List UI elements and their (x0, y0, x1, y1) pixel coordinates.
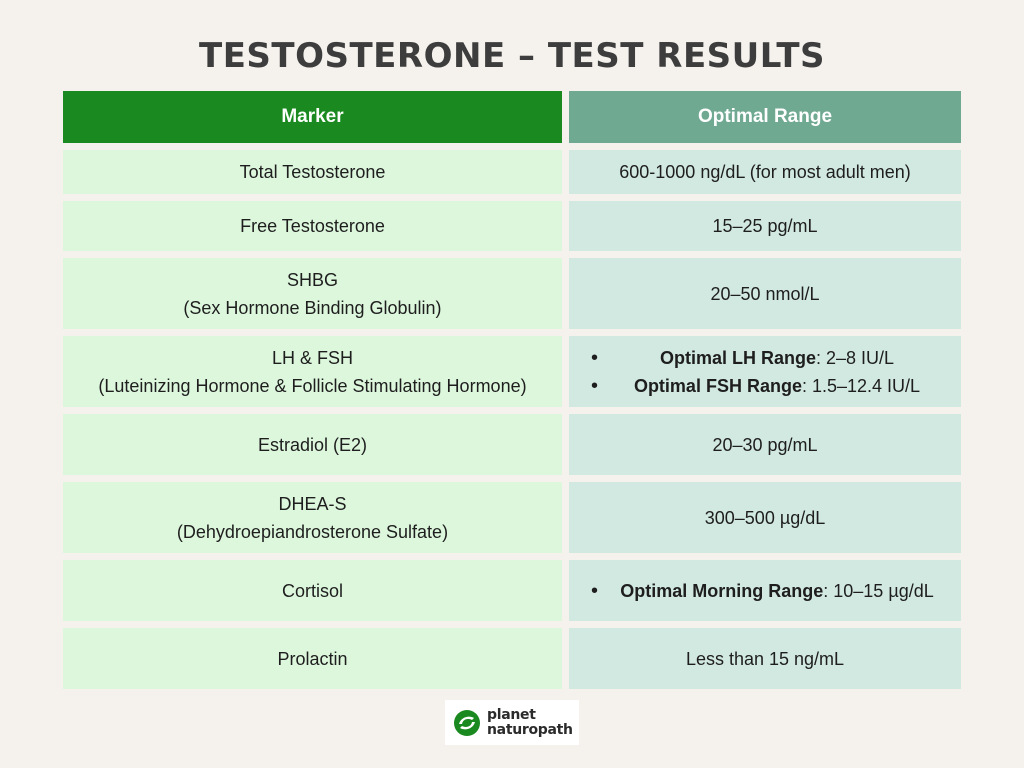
logo-line-2: naturopath (487, 721, 573, 738)
marker-cell: LH & FSH (Luteinizing Hormone & Follicle… (63, 336, 562, 407)
range-cell: Optimal LH Range: 2–8 IU/L Optimal FSH R… (569, 336, 961, 407)
marker-cell: Total Testosterone (63, 150, 562, 194)
range-bullet-list: Optimal Morning Range: 10–15 µg/dL (569, 577, 961, 605)
marker-cell: Estradiol (E2) (63, 414, 562, 475)
range-value: 15–25 pg/mL (712, 216, 818, 236)
range-cell: 300–500 µg/dL (569, 482, 961, 553)
range-value: 20–50 nmol/L (710, 283, 820, 304)
range-cell: 20–30 pg/mL (569, 414, 961, 475)
marker-cell: Cortisol (63, 560, 562, 621)
range-bullet-label: Optimal Morning Range (620, 580, 824, 601)
range-value: Less than 15 ng/mL (685, 648, 845, 669)
marker-name: Estradiol (E2) (257, 434, 368, 455)
marker-cell: Free Testosterone (63, 201, 562, 251)
range-cell: Less than 15 ng/mL (569, 628, 961, 689)
marker-name: LH & FSH (271, 347, 354, 368)
table-row: DHEA-S (Dehydroepiandrosterone Sulfate) … (63, 482, 961, 553)
header-optimal-range: Optimal Range (569, 91, 961, 143)
table-row: SHBG (Sex Hormone Binding Globulin) 20–5… (63, 258, 961, 329)
range-cell: 600-1000 ng/dL (for most adult men) (569, 150, 961, 194)
header-marker: Marker (63, 91, 562, 143)
table-row: Free Testosterone 15–25 pg/mL (63, 201, 961, 251)
range-cell: 20–50 nmol/L (569, 258, 961, 329)
range-bullet-label: Optimal LH Range (659, 347, 816, 368)
range-bullet-label: Optimal FSH Range (633, 375, 802, 396)
marker-fullname: (Dehydroepiandrosterone Sulfate) (176, 521, 449, 542)
range-bullet-list: Optimal LH Range: 2–8 IU/L Optimal FSH R… (569, 344, 961, 400)
table-header-row: Marker Optimal Range (63, 91, 961, 143)
marker-cell: DHEA-S (Dehydroepiandrosterone Sulfate) (63, 482, 562, 553)
planet-naturopath-logo: planet naturopath (445, 700, 579, 745)
page-title: TESTOSTERONE – TEST RESULTS (199, 36, 825, 76)
marker-name: Free Testosterone (240, 216, 385, 236)
marker-fullname: (Sex Hormone Binding Globulin) (183, 297, 442, 318)
marker-name: SHBG (286, 269, 338, 290)
range-cell: Optimal Morning Range: 10–15 µg/dL (569, 560, 961, 621)
range-bullet-value: : 10–15 µg/dL (823, 580, 934, 601)
range-bullet: Optimal LH Range: 2–8 IU/L (569, 344, 961, 372)
table-row: Total Testosterone 600-1000 ng/dL (for m… (63, 150, 961, 194)
marker-name: Total Testosterone (239, 162, 386, 182)
marker-fullname: (Luteinizing Hormone & Follicle Stimulat… (98, 375, 527, 396)
range-bullet-value: : 2–8 IU/L (815, 347, 895, 368)
table-row: LH & FSH (Luteinizing Hormone & Follicle… (63, 336, 961, 407)
marker-cell: SHBG (Sex Hormone Binding Globulin) (63, 258, 562, 329)
range-value: 20–30 pg/mL (712, 434, 818, 455)
marker-cell: Prolactin (63, 628, 562, 689)
marker-name: DHEA-S (278, 493, 347, 514)
range-value: 300–500 µg/dL (704, 507, 826, 528)
planet-naturopath-logo-icon (454, 709, 480, 736)
range-bullet-value: : 1.5–12.4 IU/L (801, 375, 921, 396)
table-row: Estradiol (E2) 20–30 pg/mL (63, 414, 961, 475)
marker-name: Prolactin (277, 648, 348, 669)
table-row: Prolactin Less than 15 ng/mL (63, 628, 961, 689)
range-bullet: Optimal Morning Range: 10–15 µg/dL (569, 577, 961, 605)
table-row: Cortisol Optimal Morning Range: 10–15 µg… (63, 560, 961, 621)
marker-name: Cortisol (281, 580, 343, 601)
logo-line-1: planet (487, 706, 536, 723)
logo-wordmark: planet naturopath (487, 706, 573, 738)
results-table: Marker Optimal Range Total Testosterone … (63, 91, 961, 696)
range-cell: 15–25 pg/mL (569, 201, 961, 251)
range-value: 600-1000 ng/dL (for most adult men) (619, 162, 911, 182)
range-bullet: Optimal FSH Range: 1.5–12.4 IU/L (569, 372, 961, 400)
